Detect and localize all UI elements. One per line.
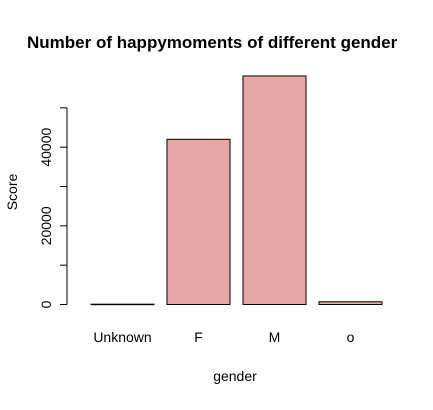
y-tick-label: 40000 [38, 127, 54, 166]
x-tick-label: o [347, 329, 355, 345]
x-tick-label: M [269, 329, 281, 345]
y-tick-label: 0 [38, 300, 54, 308]
bar-unknown [90, 303, 155, 306]
bar-f [166, 138, 231, 305]
y-tick-label: 20000 [38, 206, 54, 245]
x-tick-label: F [194, 329, 203, 345]
x-axis-label: gender [213, 368, 257, 384]
x-tick-label: Unknown [93, 329, 151, 345]
chart-title: Number of happymoments of different gend… [27, 33, 398, 52]
y-axis-label: Score [4, 174, 20, 211]
bar-m [242, 75, 307, 306]
bar-o [318, 301, 383, 306]
y-axis: 0 20000 40000 [38, 107, 68, 308]
bars [90, 75, 383, 306]
